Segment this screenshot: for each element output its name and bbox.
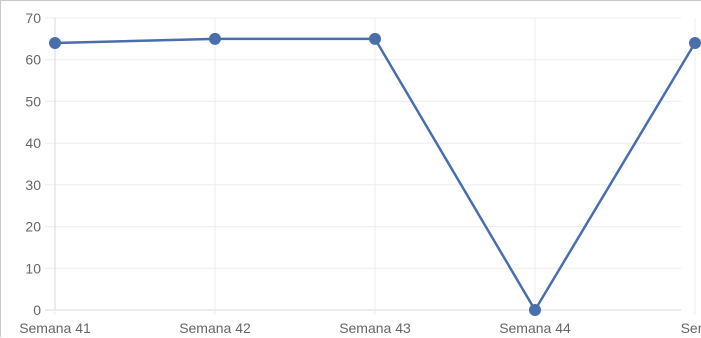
- x-tick-label: Sem: [681, 320, 701, 336]
- x-tick-label: Semana 44: [499, 320, 571, 336]
- y-tick-label: 60: [25, 52, 41, 68]
- y-tick-label: 20: [25, 219, 41, 235]
- data-point: [49, 37, 61, 50]
- x-tick-label: Semana 43: [339, 320, 411, 336]
- data-point: [689, 37, 701, 50]
- data-point: [529, 304, 541, 316]
- x-tick-label: Semana 42: [179, 320, 251, 336]
- y-tick-label: 0: [33, 302, 41, 318]
- y-tick-label: 30: [25, 177, 41, 193]
- grid-layer: [45, 17, 696, 315]
- x-tick-label: Semana 41: [19, 320, 91, 336]
- label-layer: 0 10 20 30 40 50 60 70 Semana 41 Semana 42 Semana …: [19, 10, 701, 336]
- series-layer: [49, 32, 701, 316]
- y-tick-label: 70: [25, 10, 41, 26]
- y-tick-label: 50: [25, 93, 41, 109]
- y-tick-label: 10: [25, 260, 41, 276]
- data-point: [209, 32, 221, 45]
- data-point: [369, 32, 381, 45]
- y-tick-label: 40: [25, 135, 41, 151]
